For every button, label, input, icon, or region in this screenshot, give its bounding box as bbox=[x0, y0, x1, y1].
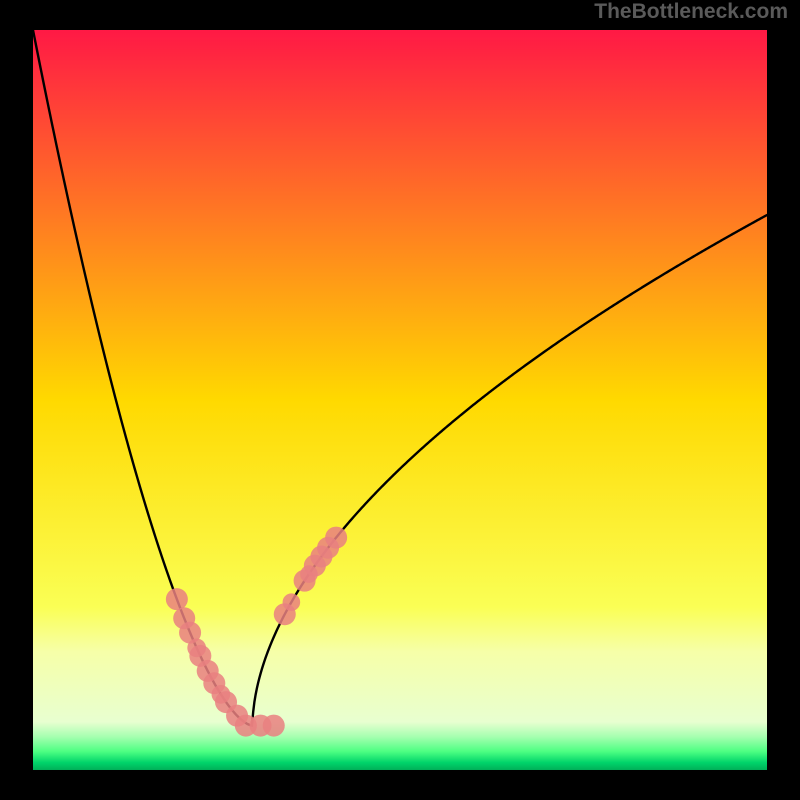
marker-dot bbox=[325, 527, 347, 549]
marker-dot bbox=[166, 588, 188, 610]
chart-svg bbox=[0, 0, 800, 800]
plot-bg bbox=[33, 30, 767, 770]
marker-dot bbox=[283, 593, 301, 611]
attribution-label: TheBottleneck.com bbox=[594, 0, 788, 24]
chart-container: TheBottleneck.com bbox=[0, 0, 800, 800]
marker-dot bbox=[263, 715, 285, 737]
